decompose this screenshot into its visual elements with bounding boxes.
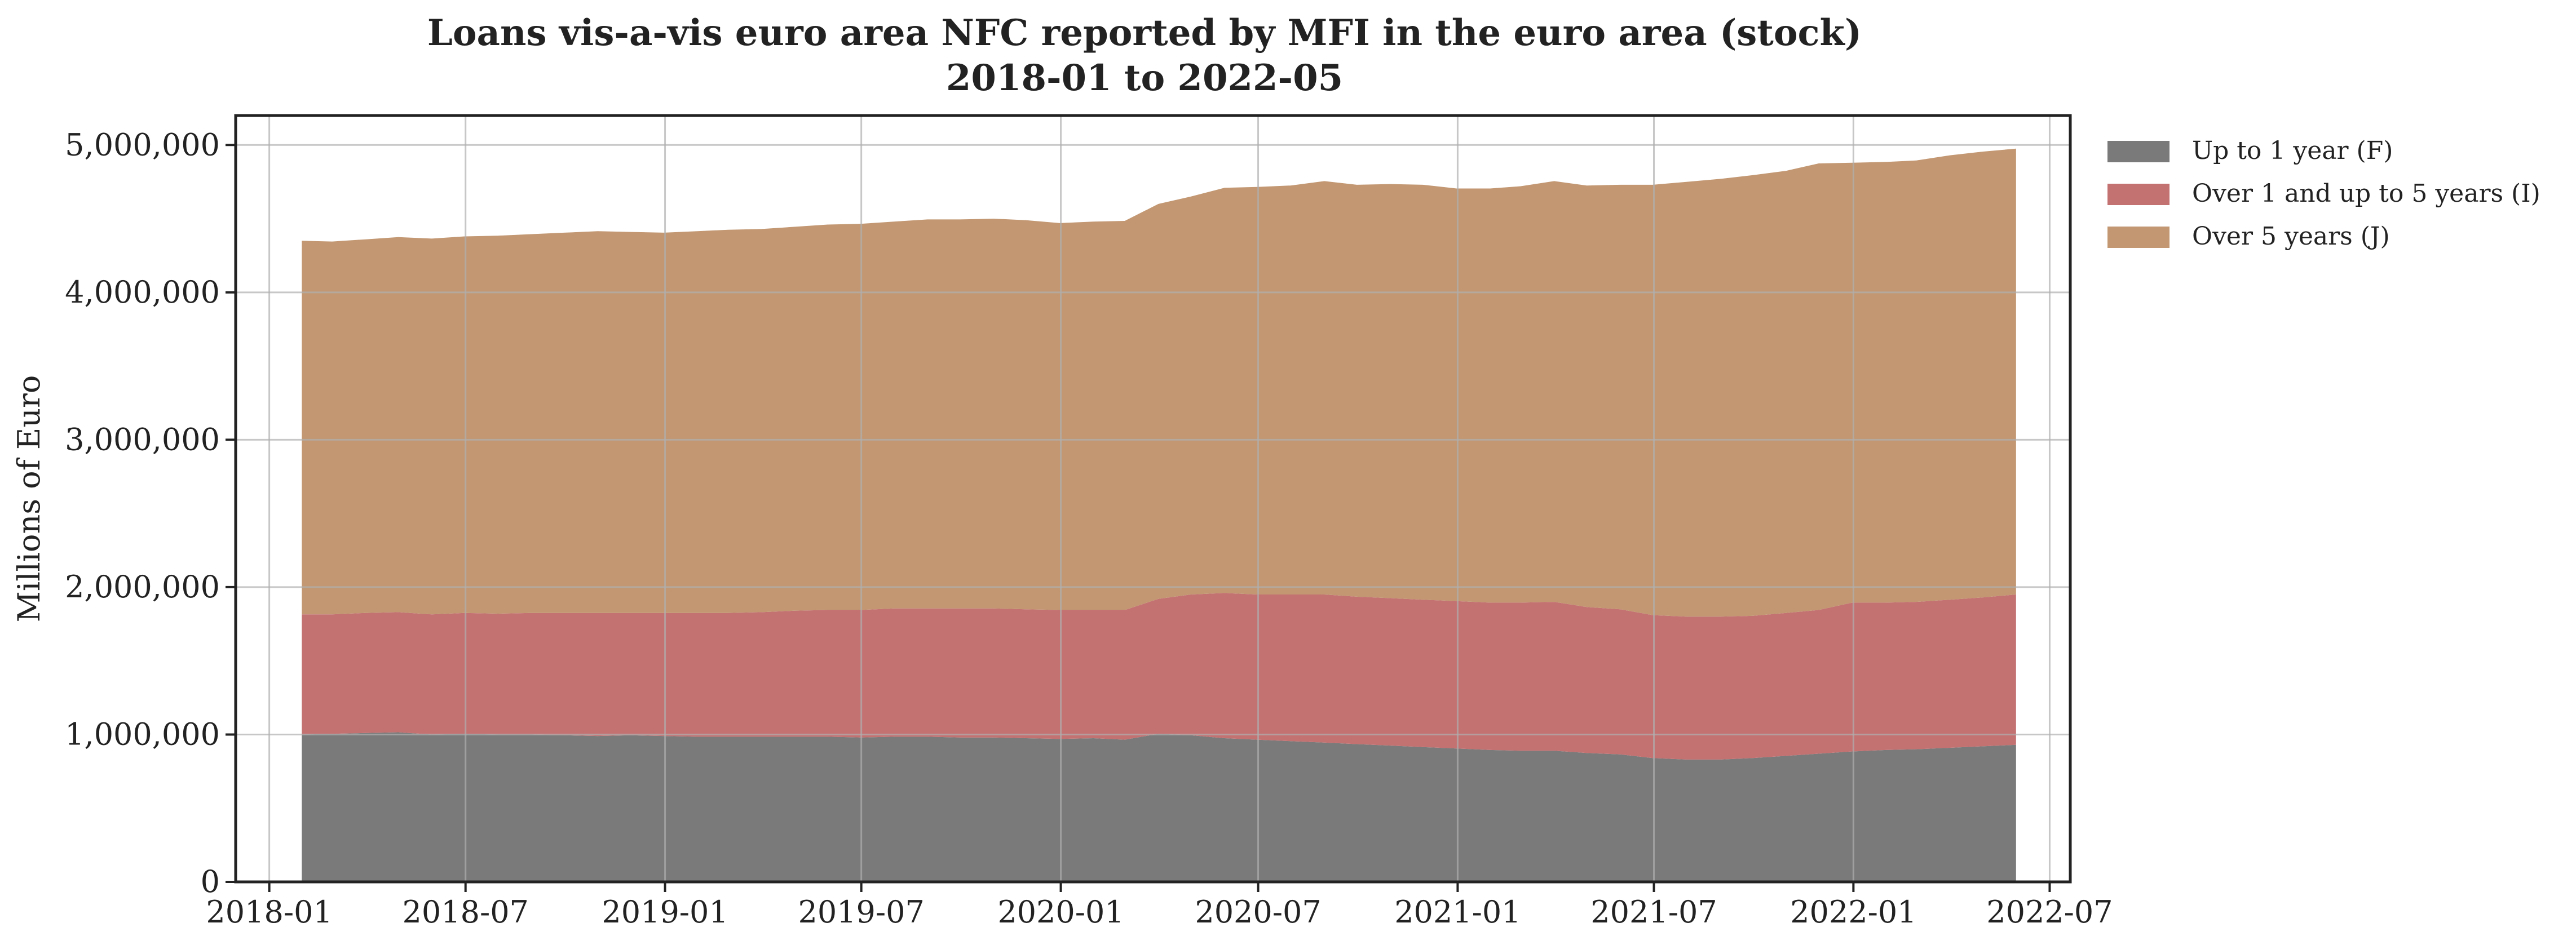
plot-frame <box>234 114 2072 884</box>
y-axis: 0 1,000,000 2,000,000 3,000,000 4,000,000 5,0… <box>65 127 236 899</box>
legend-label-1: Over 1 and up to 5 years (I) <box>2192 179 2540 208</box>
legend-swatch-0 <box>2107 141 2170 162</box>
x-tick-label-0: 2018-01 <box>206 894 332 930</box>
area-layers <box>302 148 2016 882</box>
y-tick-label-0: 0 <box>201 864 220 899</box>
area-series-2 <box>302 148 2016 617</box>
y-tick-label-5: 5,000,000 <box>65 127 220 162</box>
x-tick-label-1: 2018-07 <box>403 894 529 930</box>
x-tick-label-9: 2022-07 <box>1986 894 2113 930</box>
x-tick-label-8: 2022-01 <box>1790 894 1916 930</box>
x-tick-label-4: 2020-01 <box>997 894 1124 930</box>
area-series-1 <box>302 593 2016 760</box>
x-axis: 2018-01 2018-07 2019-01 2019-07 2020-01 2020-… <box>206 882 2113 930</box>
y-axis-label: Millions of Euro <box>11 375 47 623</box>
area-series-0 <box>302 732 2016 882</box>
legend-swatch-1 <box>2107 184 2170 205</box>
legend: Up to 1 year (F) Over 1 and up to 5 years… <box>2107 136 2540 251</box>
chart-subtitle: 2018-01 to 2022-05 <box>946 57 1343 99</box>
plot-area <box>234 114 2072 884</box>
legend-label-0: Up to 1 year (F) <box>2192 136 2393 165</box>
x-tick-label-2: 2019-01 <box>602 894 728 930</box>
x-tick-label-5: 2020-07 <box>1195 894 1321 930</box>
x-tick-label-6: 2021-01 <box>1394 894 1521 930</box>
y-tick-label-3: 3,000,000 <box>65 422 220 457</box>
legend-swatch-2 <box>2107 227 2170 248</box>
y-tick-label-2: 2,000,000 <box>65 569 220 605</box>
y-tick-label-4: 4,000,000 <box>65 274 220 310</box>
x-tick-label-3: 2019-07 <box>798 894 924 930</box>
chart-title: Loans vis-a-vis euro area NFC reported b… <box>427 12 1862 54</box>
legend-label-2: Over 5 years (J) <box>2192 222 2390 251</box>
y-tick-label-1: 1,000,000 <box>65 716 220 752</box>
x-tick-label-7: 2021-07 <box>1590 894 1717 930</box>
